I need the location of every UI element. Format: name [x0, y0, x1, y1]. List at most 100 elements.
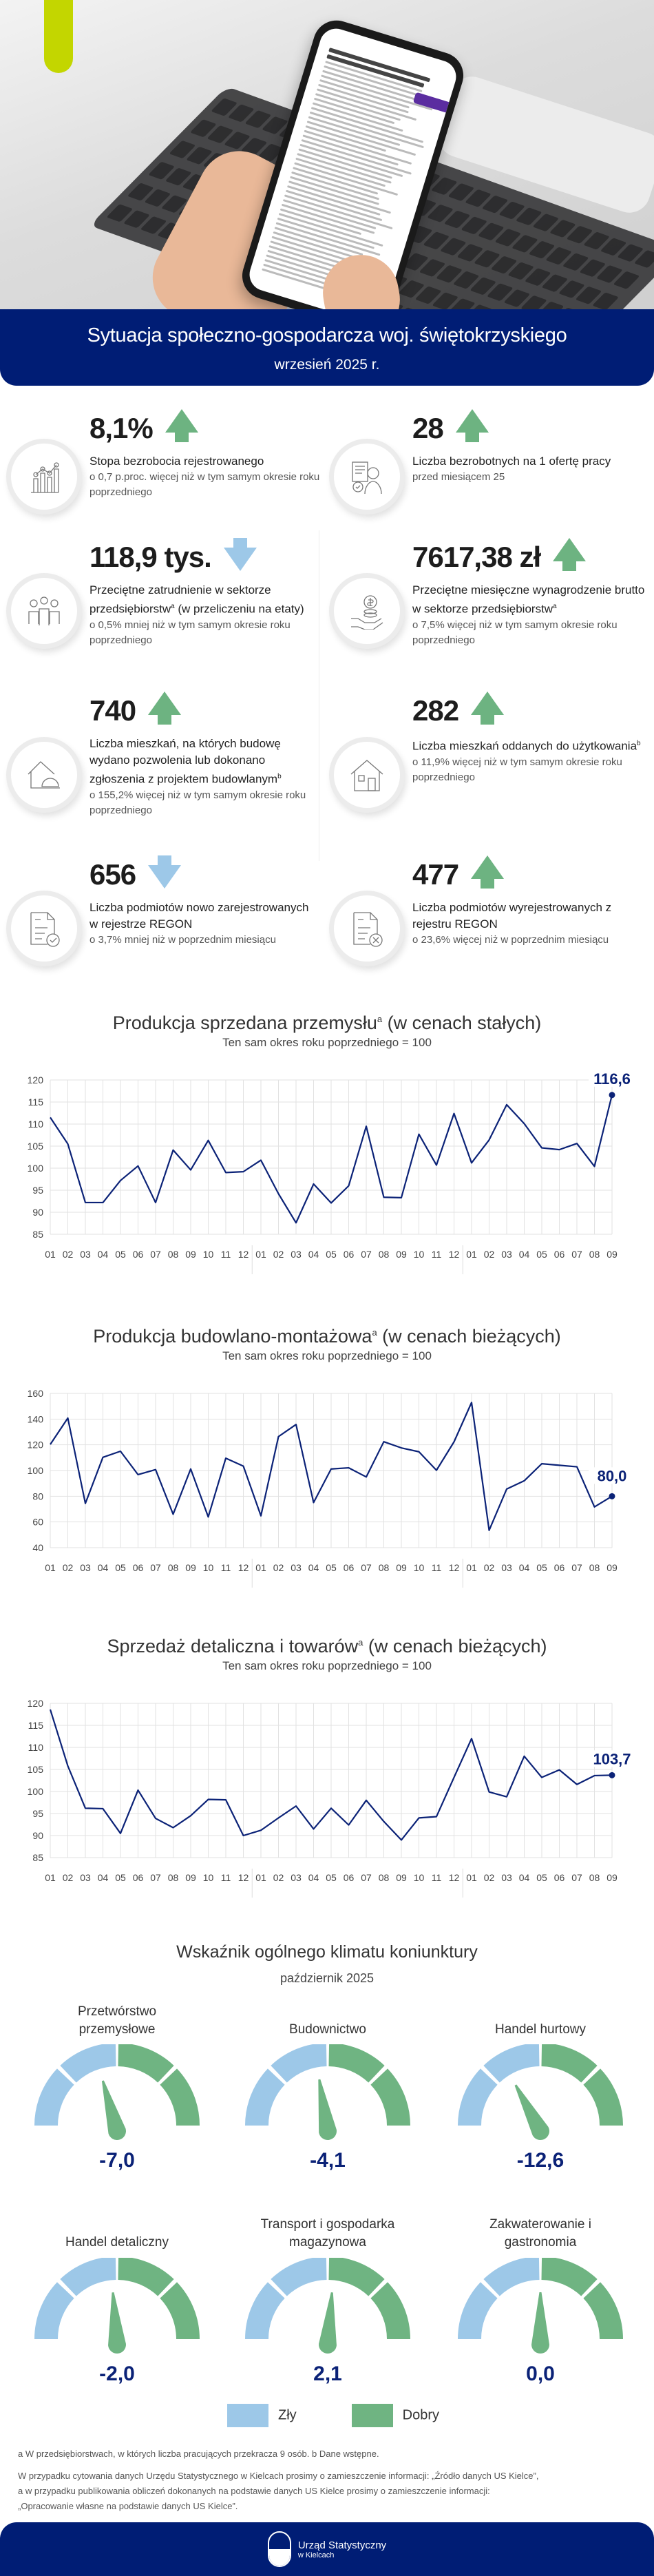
year-label: 2024: [347, 1897, 368, 1898]
gauge-value: 0,0: [437, 2362, 644, 2386]
gauge: [451, 2258, 630, 2361]
y-tick-label: 140: [28, 1413, 44, 1424]
x-tick-label: 03: [80, 1562, 91, 1573]
chart-title-tail: (w cenach bieżących): [377, 1326, 561, 1347]
stat-label: Przeciętne zatrudnienie w sektorze przed…: [89, 582, 320, 618]
footnote-ab: a W przedsiębiorstwach, w których liczba…: [18, 2447, 637, 2462]
x-tick-label: 12: [449, 1562, 460, 1573]
gauge-value: -12,6: [437, 2149, 644, 2172]
x-tick-label: 04: [308, 1249, 319, 1260]
line-chart: 40 60 80 100 120 140 160 01 02 03 04 05 06 07 08 09 10 11…: [0, 1374, 654, 1588]
x-tick-label: 07: [361, 1249, 372, 1260]
stat-label-text: Przeciętne miesięczne wynagrodzenie brut…: [412, 583, 644, 616]
money-hand-icon: [348, 592, 386, 630]
x-tick-label: 05: [115, 1562, 126, 1573]
chart-title: Produkcja budowlano-montażowaa (w cenach…: [0, 1326, 654, 1347]
x-tick-label: 06: [344, 1872, 355, 1883]
x-tick-label: 10: [414, 1249, 425, 1260]
chart-title: Sprzedaż detaliczna i towarówa (w cenach…: [0, 1636, 654, 1657]
stat-value-row: 656: [89, 860, 320, 890]
gauge-segment-bad: [245, 2282, 285, 2339]
stat-label-text: Liczba podmiotów nowo zarejestrowanych w…: [89, 901, 308, 931]
x-tick-label: 09: [606, 1249, 618, 1260]
x-tick-label: 07: [571, 1872, 582, 1883]
gauge-segment-bad: [60, 2044, 116, 2083]
x-tick-label: 05: [536, 1249, 547, 1260]
stat-card: 656 Liczba podmiotów nowo zarejestrowanyc…: [89, 860, 320, 948]
x-tick-label: 03: [501, 1872, 512, 1883]
x-tick-label: 01: [45, 1562, 56, 1573]
gauge: [451, 2044, 630, 2148]
x-tick-label: 04: [98, 1249, 109, 1260]
last-value-label: 103,7: [593, 1750, 631, 1767]
footer-city: w Kielcach: [298, 2551, 386, 2559]
x-tick-label: 08: [379, 1562, 390, 1573]
year-label: 2023: [136, 1587, 158, 1588]
y-tick-label: 120: [28, 1698, 44, 1709]
gauge: [28, 2258, 207, 2361]
header-photo: [0, 0, 654, 317]
gauge-needle-icon: [318, 2292, 341, 2354]
gauge-segment-good: [583, 2068, 623, 2126]
x-tick-label: 02: [63, 1249, 74, 1260]
stat-value: 656: [89, 860, 136, 890]
gauge: [238, 2044, 417, 2148]
x-tick-label: 09: [606, 1562, 618, 1573]
stat-value: 740: [89, 696, 136, 726]
gauge-label: Handel detaliczny: [14, 2234, 220, 2252]
x-tick-label: 05: [115, 1872, 126, 1883]
stat-card: 740 Liczba mieszkań, na których budowę wy…: [89, 696, 320, 818]
data-point: [609, 1493, 615, 1499]
page-title: Sytuacja społeczno-gospodarcza woj. świę…: [0, 324, 654, 347]
stat-change: o 155,2% więcej niż w tym samym okresie …: [89, 788, 320, 818]
x-tick-label: 08: [589, 1872, 600, 1883]
us-logo-icon: [268, 2531, 291, 2567]
chart-subtitle: Ten sam okres roku poprzedniego = 100: [0, 1036, 654, 1050]
stat-card: 282 Liczba mieszkań oddanych do użytkowan…: [412, 696, 650, 785]
gauge-segment-good: [583, 2282, 623, 2339]
accent-bar: [44, 0, 73, 73]
footnote-marker: a: [372, 1327, 377, 1338]
year-label: 2025: [531, 1897, 552, 1898]
gauge-needle-icon: [507, 2081, 552, 2143]
gauge-segment-bad: [60, 2258, 116, 2296]
stat-card: 118,9 tys. Przeciętne zatrudnienie w sekt…: [89, 542, 320, 648]
x-tick-label: 11: [432, 1249, 442, 1260]
job-seeker-icon: [348, 458, 386, 495]
house-badge: [334, 742, 400, 808]
gauge-needle-icon: [310, 2078, 338, 2141]
house-icon: [348, 756, 386, 793]
stat-label-text: Liczba mieszkań oddanych do użytkowania: [412, 740, 637, 753]
x-tick-label: 07: [571, 1562, 582, 1573]
bar-chart-badge: [11, 444, 77, 510]
stat-label: Liczba mieszkań oddanych do użytkowaniab: [412, 736, 650, 755]
y-tick-label: 105: [28, 1764, 44, 1775]
y-tick-label: 40: [32, 1542, 43, 1553]
x-tick-label: 06: [554, 1872, 565, 1883]
x-tick-label: 12: [238, 1249, 249, 1260]
footer-org: Urząd Statystyczny: [298, 2539, 386, 2551]
y-tick-label: 90: [32, 1830, 43, 1841]
legend-swatch-bad: [227, 2404, 268, 2427]
y-tick-label: 120: [28, 1074, 44, 1086]
stat-card: 477 Liczba podmiotów wyrejestrowanych z r…: [412, 860, 650, 948]
y-tick-label: 100: [28, 1465, 44, 1476]
chart-title-text: Produkcja sprzedana przemysłu: [113, 1012, 377, 1033]
x-tick-label: 10: [203, 1249, 214, 1260]
x-tick-label: 07: [150, 1249, 161, 1260]
x-tick-label: 06: [344, 1562, 355, 1573]
gauge-segment-good: [542, 2044, 598, 2083]
x-tick-label: 01: [466, 1872, 477, 1883]
year-label: 2024: [347, 1587, 368, 1588]
stat-label-text: Liczba mieszkań, na których budowę wydan…: [89, 737, 281, 786]
stat-card: 28 Liczba bezrobotnych na 1 ofertę pracy p…: [412, 413, 650, 485]
stat-label-text: Liczba bezrobotnych na 1 ofertę pracy: [412, 455, 611, 468]
house-helmet-icon: [25, 756, 63, 793]
stat-change: o 7,5% więcej niż w tym samym okresie ro…: [412, 618, 650, 648]
gauge-label: Budownictwo: [224, 2021, 431, 2039]
x-tick-label: 10: [203, 1872, 214, 1883]
gauge-segment-good: [370, 2282, 410, 2339]
x-tick-label: 04: [519, 1562, 530, 1573]
stat-value: 118,9 tys.: [89, 542, 211, 572]
gauge-segment-good: [542, 2258, 598, 2296]
